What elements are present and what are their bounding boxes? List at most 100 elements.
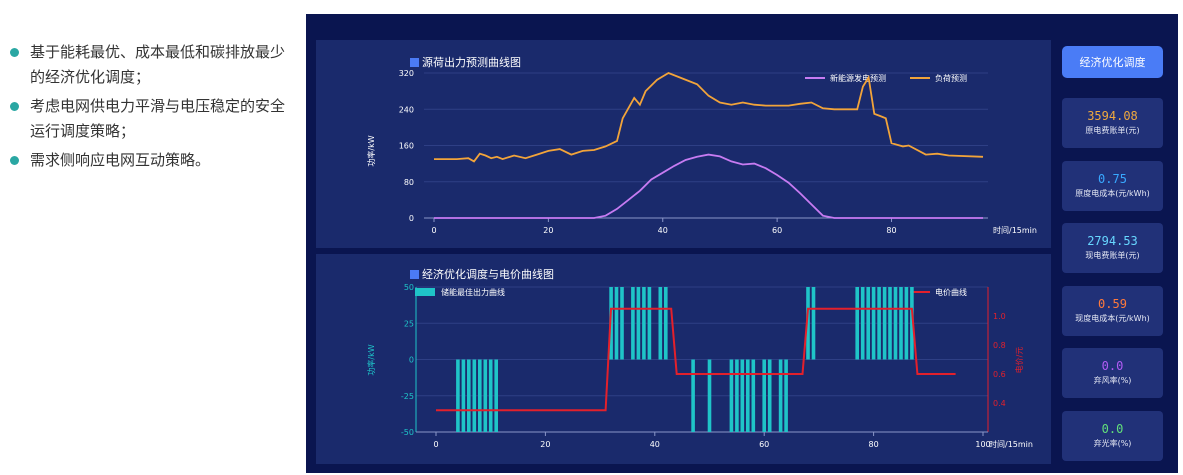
y2-tick-label: 0.8 [993, 341, 1006, 350]
bullet-dot-icon [10, 48, 19, 57]
dispatch-chart-panel: 经济优化调度与电价曲线图 功率/kW 电价/元 时间/15min 储能最佳出力曲… [316, 254, 1051, 464]
kpi-card: 2794.53 现电费账单(元) [1062, 223, 1163, 273]
y-tick-label: 160 [399, 142, 414, 151]
y-axis-label: 功率/kW [366, 135, 376, 166]
dashboard: 源荷出力预测曲线图 功率/kW 时间/15min 新能源发电预测 负荷预测 0 8… [306, 14, 1178, 473]
storage-bar [483, 359, 488, 432]
kpi-label: 原度电成本(元/kWh) [1075, 188, 1150, 198]
storage-bar [904, 287, 909, 360]
storage-bar [456, 359, 460, 432]
storage-bar [729, 359, 734, 432]
storage-bar [472, 359, 477, 432]
storage-bar [767, 359, 772, 432]
storage-bar [784, 359, 788, 432]
storage-bar [658, 287, 663, 360]
bullet-dot-icon [10, 156, 19, 165]
storage-bar [866, 287, 870, 360]
storage-bar [707, 359, 712, 432]
storage-bar [614, 287, 619, 360]
x-tick-label: 40 [650, 440, 660, 449]
kpi-value: 3594.08 [1087, 109, 1138, 123]
x-tick-label: 0 [433, 440, 438, 449]
y-tick-label: 320 [399, 69, 414, 78]
price-line [436, 307, 956, 412]
title-square-icon [410, 269, 419, 279]
legend-price: 电价曲线 [935, 287, 967, 297]
y2-tick-label: 0.4 [993, 399, 1006, 408]
x-tick-label: 40 [658, 226, 668, 235]
storage-bar [762, 359, 766, 432]
storage-bar [882, 287, 887, 360]
dispatch-chart: 功率/kW 电价/元 时间/15min 储能最佳出力曲线 电价曲线 50 25 0 -… [366, 283, 1033, 449]
kpi-label: 弃光率(%) [1093, 438, 1132, 448]
y-tick-label: -25 [401, 392, 414, 401]
storage-bar [751, 359, 756, 432]
kpi-value: 0.59 [1098, 296, 1127, 311]
storage-bar [494, 359, 498, 432]
y-axis-label: 功率/kW [366, 344, 376, 375]
storage-bar [735, 359, 739, 432]
storage-bar [855, 287, 859, 360]
x-axis-label: 时间/15min [989, 439, 1033, 449]
kpi-label: 现度电成本(元/kWh) [1075, 313, 1150, 323]
storage-bar [888, 287, 892, 360]
y-tick-label: -50 [401, 428, 414, 437]
y-tick-label: 0 [409, 214, 414, 223]
kpi-value: 0.75 [1098, 171, 1127, 186]
storage-bar [664, 287, 668, 360]
feature-list: 基于能耗最优、成本最低和碳排放最少的经济优化调度； 考虑电网供电力平滑与电压稳定… [8, 40, 293, 177]
y-tick-label: 240 [399, 105, 414, 114]
renewable-forecast-line [434, 153, 983, 219]
storage-bar [860, 287, 865, 360]
storage-bar [642, 287, 646, 360]
storage-bar [467, 359, 471, 432]
kpi-value: 0.0 [1101, 421, 1124, 436]
y-tick-label: 50 [404, 283, 414, 292]
forecast-chart: 功率/kW 时间/15min 新能源发电预测 负荷预测 0 80 160 240 320… [366, 69, 1037, 235]
storage-bar [740, 359, 745, 432]
storage-bar [871, 287, 876, 360]
x-tick-label: 0 [431, 226, 436, 235]
y-tick-label: 0 [409, 356, 414, 365]
kpi-card: 0.75 原度电成本(元/kWh) [1062, 160, 1163, 211]
y-tick-label: 25 [404, 319, 414, 328]
storage-bar [636, 287, 641, 360]
storage-bar [806, 287, 810, 360]
dispatch-chart-title: 经济优化调度与电价曲线图 [410, 266, 554, 282]
storage-bar [691, 359, 695, 432]
storage-bar [910, 287, 914, 360]
x-axis-label: 时间/15min [993, 225, 1037, 235]
kpi-card: 0.0 弃风率(%) [1062, 348, 1163, 398]
storage-bar [478, 359, 482, 432]
storage-bar [899, 287, 903, 360]
feature-item: 需求侧响应电网互动策略。 [8, 148, 293, 173]
load-forecast-line [434, 72, 984, 163]
legend-storage-swatch [415, 288, 435, 296]
kpi-label: 弃风率(%) [1093, 376, 1132, 385]
y2-axis-label: 电价/元 [1014, 347, 1024, 374]
kpi-card: 0.59 现度电成本(元/kWh) [1062, 285, 1163, 336]
x-tick-label: 60 [772, 226, 782, 235]
x-tick-label: 20 [543, 226, 553, 235]
kpi-label: 原电费账单(元) [1085, 126, 1140, 135]
storage-bar [746, 359, 750, 432]
kpi-value: 2794.53 [1087, 234, 1138, 248]
legend-storage: 储能最佳出力曲线 [441, 287, 505, 297]
economic-dispatch-button[interactable]: 经济优化调度 [1062, 46, 1163, 78]
y-tick-label: 80 [404, 178, 414, 187]
legend-load: 负荷预测 [935, 73, 967, 83]
feature-item: 考虑电网供电力平滑与电压稳定的安全运行调度策略； [8, 94, 293, 144]
storage-bar [461, 359, 466, 432]
storage-bar [620, 287, 624, 360]
x-tick-label: 80 [869, 440, 879, 449]
storage-bar [778, 359, 783, 432]
x-tick-label: 60 [759, 440, 769, 449]
legend: 新能源发电预测 负荷预测 [805, 73, 967, 83]
storage-bar [811, 287, 816, 360]
title-square-icon [410, 57, 419, 67]
forecast-chart-title: 源荷出力预测曲线图 [410, 54, 521, 70]
storage-bar [631, 287, 635, 360]
kpi-value: 0.0 [1101, 359, 1124, 373]
x-tick-label: 20 [540, 440, 550, 449]
legend-renewable: 新能源发电预测 [830, 73, 886, 83]
